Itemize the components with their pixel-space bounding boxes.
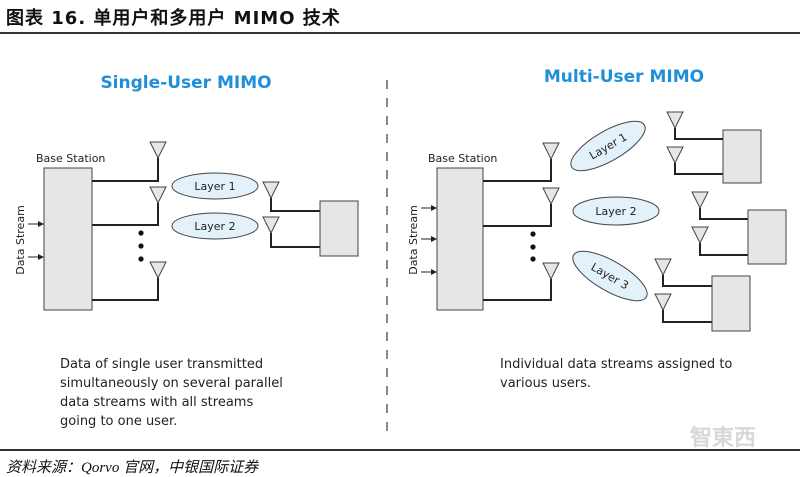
antenna-icon xyxy=(149,261,167,283)
base-station-box xyxy=(436,167,484,311)
antenna-icon xyxy=(262,216,280,238)
caption-line: going to one user. xyxy=(60,414,177,429)
data-stream-label: Data Stream xyxy=(14,205,27,275)
antenna-icon xyxy=(654,293,672,315)
caption-line: various users. xyxy=(500,376,591,391)
watermark-logo: 智東西 xyxy=(690,426,757,451)
antenna-icon xyxy=(691,191,709,213)
data-stream-label: Data Stream xyxy=(407,205,420,275)
user-device-box xyxy=(711,275,751,332)
figure-title: 图表 16. 单用户和多用户 MIMO 技术 xyxy=(6,8,341,29)
layer-label: Layer 2 xyxy=(194,220,235,233)
user-device-box xyxy=(319,200,359,257)
layer-label: Layer 1 xyxy=(194,180,235,193)
antenna-icon xyxy=(666,146,684,168)
layer-ellipse xyxy=(572,250,648,302)
antenna-icon xyxy=(542,142,560,164)
antenna-icon xyxy=(149,186,167,208)
caption-line: Individual data streams assigned to xyxy=(500,357,732,372)
multi-user-heading: Multi-User MIMO xyxy=(544,67,704,87)
caption-line: Data of single user transmitted xyxy=(60,357,263,372)
layer-ellipse xyxy=(572,196,660,226)
antenna-icon xyxy=(666,111,684,133)
base-station-box xyxy=(43,167,93,311)
single-user-heading: Single-User MIMO xyxy=(100,73,271,93)
layer-ellipse xyxy=(171,212,259,240)
ellipsis-dots xyxy=(530,231,536,262)
user-device-box xyxy=(722,129,762,184)
single-user-panel: Single-User MIMO Base Station Data Strea… xyxy=(14,73,359,429)
antenna-icon xyxy=(542,262,560,284)
ellipsis-dots xyxy=(138,230,144,262)
base-station-label: Base Station xyxy=(428,152,497,165)
antenna-icon xyxy=(542,187,560,209)
caption-line: data streams with all streams xyxy=(60,395,253,410)
antenna-icon xyxy=(149,141,167,163)
top-rule xyxy=(0,32,800,34)
multi-user-panel: Multi-User MIMO Base Station Data Stream xyxy=(407,67,787,391)
caption-line: simultaneously on several parallel xyxy=(60,376,283,391)
antenna-icon xyxy=(654,258,672,280)
antenna-icon xyxy=(262,181,280,203)
layer-label: Layer 2 xyxy=(595,205,636,218)
source-note: 资料来源：Qorvo 官网，中银国际证券 xyxy=(6,460,259,476)
layer-ellipse xyxy=(171,172,259,200)
layer-ellipse xyxy=(570,120,646,172)
antenna-icon xyxy=(691,226,709,248)
bottom-rule xyxy=(0,449,800,451)
base-station-label: Base Station xyxy=(36,152,105,165)
user-device-box xyxy=(747,209,787,265)
